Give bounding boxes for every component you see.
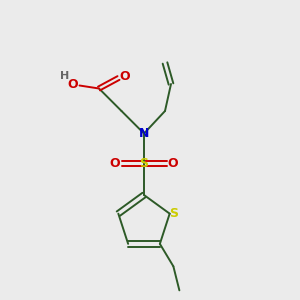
Text: S: S	[169, 207, 178, 220]
Text: O: O	[120, 70, 130, 83]
Text: N: N	[139, 127, 149, 140]
Text: O: O	[168, 157, 178, 170]
Text: H: H	[60, 71, 69, 81]
Text: O: O	[68, 77, 78, 91]
Text: S: S	[140, 157, 148, 170]
Text: O: O	[110, 157, 120, 170]
